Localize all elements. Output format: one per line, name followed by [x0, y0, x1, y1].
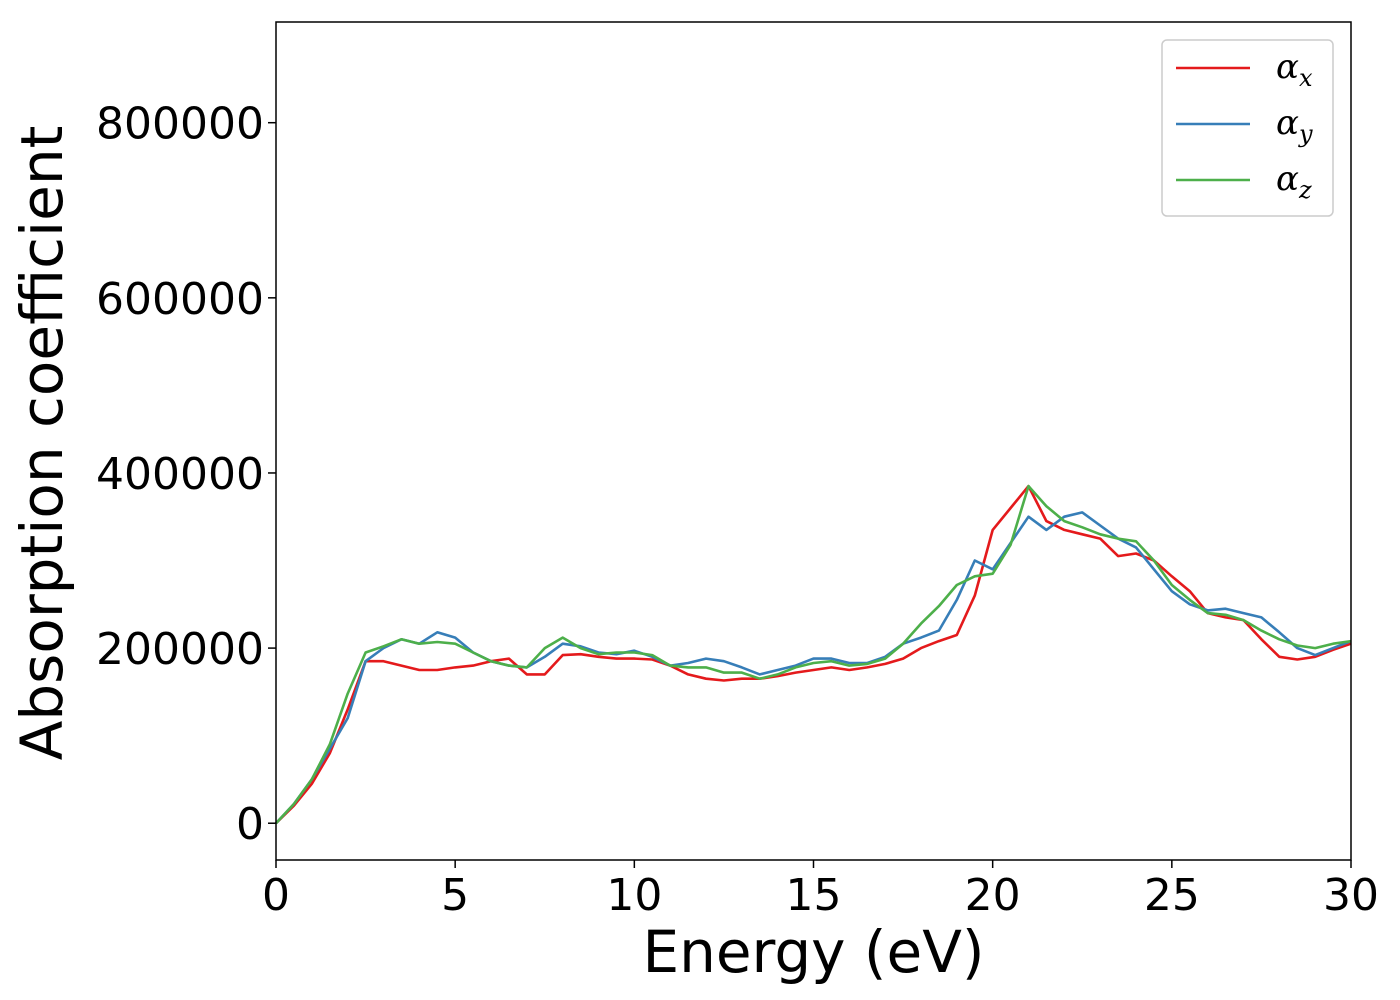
y-axis-title: Absorption coefficient: [8, 126, 76, 761]
legend-label-y: αy: [1276, 103, 1313, 148]
legend-label-subscript: x: [1299, 64, 1313, 92]
legend-label-base: α: [1276, 159, 1299, 199]
series-line-z: [275, 484, 1352, 825]
legend-label-base: α: [1276, 47, 1299, 87]
y-tick-label: 800000: [96, 99, 264, 150]
legend-label-x: αx: [1276, 47, 1313, 92]
legend-label-subscript: y: [1298, 120, 1313, 148]
legend-box: [1161, 39, 1334, 217]
series-line-y: [275, 511, 1352, 825]
series-lines: [275, 484, 1352, 825]
x-tick-label: 0: [262, 870, 290, 921]
x-tick-label: 5: [441, 870, 469, 921]
x-tick-label: 15: [786, 870, 842, 921]
x-tick-label: 10: [606, 870, 662, 921]
legend-label-z: αz: [1276, 159, 1312, 204]
x-tick-label: 25: [1144, 870, 1200, 921]
x-tick-label: 30: [1323, 870, 1379, 921]
y-tick-label: 600000: [96, 274, 264, 325]
legend-label-subscript: z: [1298, 176, 1312, 204]
x-axis-title: Energy (eV): [642, 918, 984, 986]
series-line-x: [275, 484, 1352, 825]
legend-label-base: α: [1276, 103, 1299, 143]
y-tick-label: 200000: [96, 624, 264, 675]
axis-ticks: 0 5 10 15 20 25 30 0 200000 400000 600000 800000: [96, 99, 1379, 921]
y-tick-label: 0: [236, 799, 264, 850]
x-tick-label: 20: [965, 870, 1021, 921]
y-tick-label: 400000: [96, 449, 264, 500]
